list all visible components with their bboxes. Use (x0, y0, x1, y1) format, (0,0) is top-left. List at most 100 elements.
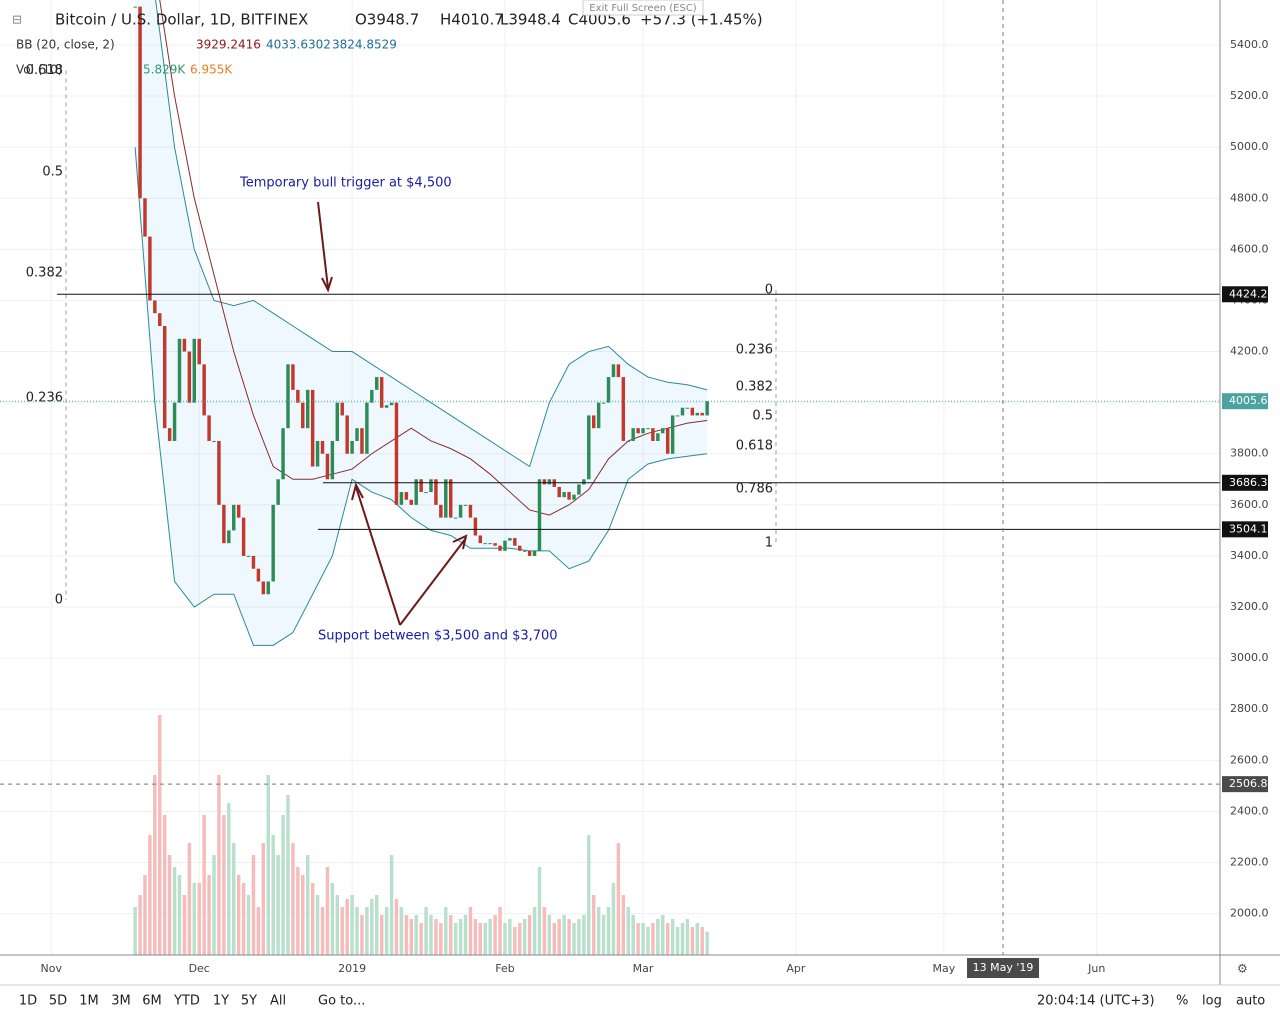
candle-body (296, 389, 300, 403)
candle-body (572, 494, 576, 500)
y-tick-label: 5400.0 (1230, 38, 1269, 51)
volume-bar (434, 919, 438, 955)
candle-body (315, 440, 320, 467)
candle-body (271, 504, 275, 582)
volume-bar (444, 907, 448, 955)
volume-bar (473, 919, 478, 955)
volume-bar (513, 927, 517, 955)
range-button[interactable]: 3M (111, 994, 131, 1009)
fib-label: 0.618 (26, 63, 63, 78)
bb-label[interactable]: BB (20, close, 2) (16, 38, 115, 52)
price-label: 3504.1 (1229, 522, 1268, 535)
price-label-box (1222, 474, 1268, 491)
log-button[interactable]: log (1202, 994, 1222, 1009)
candle-body (518, 545, 522, 551)
fib-label: 0.382 (26, 265, 63, 280)
volume-bar (695, 923, 700, 955)
volume-bar (448, 915, 453, 955)
volume-bar (266, 775, 270, 955)
volume-bar (705, 931, 709, 955)
x-tick-label: Jun (1087, 962, 1105, 975)
candle-body (153, 300, 157, 314)
volume-bar (384, 907, 389, 955)
candle-body (601, 402, 606, 404)
candle-body (340, 402, 344, 416)
candle-body (167, 428, 172, 441)
candle-body (286, 364, 290, 429)
percent-button[interactable]: % (1176, 994, 1188, 1009)
fib-label: 0 (765, 283, 773, 298)
candle-body (202, 364, 206, 416)
volume-bar (340, 907, 344, 955)
collapse-icon[interactable]: ⊟ (12, 13, 22, 27)
candle-body (631, 428, 635, 441)
range-button[interactable]: 6M (142, 994, 162, 1009)
volume-bar (291, 843, 295, 955)
exit-button[interactable] (582, 0, 704, 16)
candle-body (212, 440, 216, 442)
bb-upper (155, 0, 708, 468)
candle-body (330, 440, 335, 480)
candle-body (542, 479, 547, 485)
volume-bar (370, 899, 374, 955)
symbol-title[interactable]: Bitcoin / U.S. Dollar, 1D, BITFINEX (55, 11, 308, 29)
volume-bar (192, 883, 197, 955)
volume-bar (133, 907, 137, 955)
settings-icon[interactable]: ⚙ (1237, 962, 1248, 976)
range-button[interactable]: 5Y (241, 994, 257, 1009)
clock: 20:04:14 (UTC+3) (1037, 994, 1155, 1009)
candle-body (192, 338, 197, 403)
volume-bar (498, 907, 502, 955)
candle-body (488, 543, 492, 545)
range-button[interactable]: All (270, 994, 286, 1009)
bb-lower (134, 147, 708, 646)
range-button[interactable]: 5D (49, 994, 67, 1009)
range-button[interactable]: YTD (173, 994, 200, 1009)
volume-bar (439, 923, 443, 955)
range-button[interactable]: 1M (79, 994, 99, 1009)
candle-body (661, 428, 665, 434)
volume-bar (227, 803, 231, 955)
candle-body (379, 377, 384, 408)
candle-body (458, 504, 463, 518)
candle-body (375, 377, 379, 390)
candle-body (473, 517, 478, 536)
volume-bar (399, 907, 404, 955)
candle-body (266, 581, 270, 595)
bb-value: 3929.2416 (196, 38, 261, 52)
candle-body (345, 415, 349, 454)
volume-bar (596, 907, 601, 955)
candle-body (394, 402, 399, 505)
candle-body (562, 492, 566, 498)
range-button[interactable]: 1D (19, 994, 37, 1009)
candle-body (291, 364, 295, 390)
range-button[interactable]: 1Y (213, 994, 229, 1009)
candle-body (611, 364, 616, 378)
x-tick-label: 2019 (338, 962, 366, 975)
y-tick-label: 3000.0 (1230, 651, 1269, 664)
volume-bar (606, 907, 611, 955)
ohlc-high: H4010.7 (440, 11, 504, 29)
vol-label[interactable]: Vol (10) (16, 63, 62, 77)
candle-body (158, 313, 162, 326)
candle-body (148, 236, 152, 301)
volume-bar (636, 923, 640, 955)
volume-bar (350, 895, 354, 955)
volume-bar (212, 855, 216, 955)
fib-label: 0.382 (736, 379, 773, 394)
price-label-box (1222, 521, 1268, 538)
candle-body (133, 6, 137, 8)
candle-body (468, 504, 473, 518)
candle-body (448, 479, 453, 518)
volume-bar (518, 923, 522, 955)
volume-bar (325, 867, 330, 955)
goto-button[interactable]: Go to... (318, 994, 365, 1009)
volume-bar (419, 923, 423, 955)
exit-label[interactable]: Exit Full Screen (ESC) (589, 3, 697, 14)
candle-body (685, 407, 690, 409)
auto-button[interactable]: auto (1236, 994, 1265, 1009)
candle-body (360, 428, 364, 454)
price-label-box (1222, 776, 1268, 793)
